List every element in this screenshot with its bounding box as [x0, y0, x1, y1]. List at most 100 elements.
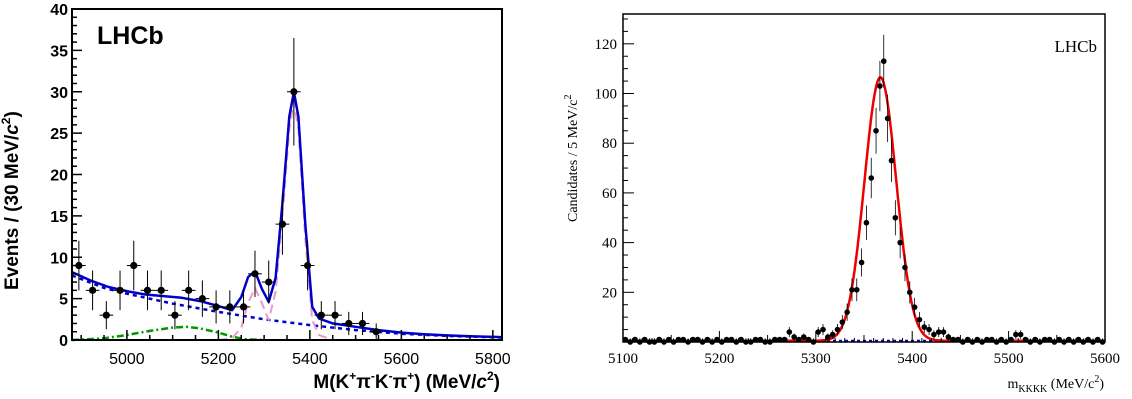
left-curves [71, 90, 503, 342]
right-data-point [964, 336, 971, 343]
right-data-point [863, 205, 870, 240]
right-fit-curve [623, 76, 1105, 343]
left-data-point [355, 311, 370, 336]
right-data-point [839, 315, 846, 330]
right-data-point [694, 336, 701, 343]
right-data-point [897, 226, 903, 259]
left-data-point [85, 270, 100, 311]
right-data-point [911, 297, 918, 317]
left-y-tick-label: 25 [50, 126, 68, 143]
right-data-point [752, 336, 759, 343]
left-data-point [328, 301, 342, 330]
left-y-tick-label: 30 [50, 85, 68, 102]
right-data-point [800, 333, 807, 341]
right-data-point [1085, 336, 1091, 343]
left-data-point [181, 270, 196, 311]
right-data-point [791, 333, 797, 341]
right-x-tick-label: 5600 [1090, 351, 1120, 367]
left-curve-partial [71, 325, 265, 342]
right-data-point [902, 253, 908, 282]
left-x-axis-label: M(K+π-K-π+) (MeV/c2) [313, 369, 500, 393]
right-data-point [757, 336, 764, 343]
left-x-tick-label: 5600 [384, 351, 420, 368]
right-data-point [950, 336, 956, 343]
right-data-point [945, 333, 952, 341]
left-data-point [248, 250, 262, 297]
right-data-point [714, 336, 720, 343]
left-x-tick-label: 5000 [109, 351, 145, 368]
left-data-point [236, 290, 251, 324]
right-data-point [781, 336, 788, 343]
right-data-point [988, 336, 995, 343]
right-data-point [772, 336, 778, 343]
left-y-tick-label: 40 [50, 2, 68, 19]
left-y-tick-label: 20 [50, 168, 68, 185]
right-data-point [849, 278, 855, 302]
left-plot-frame [71, 8, 503, 341]
right-data-point [868, 157, 875, 199]
right-data-point [998, 336, 1005, 343]
right-data-point [675, 336, 682, 343]
right-data-point [1008, 336, 1014, 343]
right-data-point [825, 333, 831, 341]
right-chart: 5100 5200 5300 5400 5500 5600 20 40 60 80 100 120 L… [563, 13, 1120, 395]
right-data-point [776, 336, 783, 343]
right-ticks: 5100 5200 5300 5400 5500 5600 20 40 60 80 100 120 [595, 18, 1120, 367]
right-data-point [858, 248, 865, 277]
left-curve-combinatorial [71, 274, 503, 339]
right-data-point [704, 336, 711, 343]
right-y-tick-label: 60 [602, 186, 617, 202]
left-data-point [126, 240, 141, 291]
left-y-tick-label: 35 [50, 43, 68, 60]
right-data-point [796, 336, 802, 343]
right-data-point [892, 200, 899, 236]
left-data-point [140, 270, 155, 311]
left-data-point [209, 290, 223, 324]
right-data-point [738, 336, 744, 343]
left-y-tick-label: 10 [50, 250, 68, 267]
right-data-point [1032, 336, 1038, 343]
right-x-tick-label: 5400 [897, 351, 927, 367]
right-data-point [1066, 336, 1072, 343]
right-data-point [974, 336, 981, 343]
left-data-point [222, 290, 237, 324]
right-annotation: LHCb [1055, 37, 1098, 56]
right-data-point [873, 107, 879, 154]
right-data-point [888, 139, 895, 182]
right-data-point [834, 324, 841, 336]
left-data-point [195, 280, 210, 317]
right-data-point [820, 324, 826, 336]
right-data-point [916, 312, 923, 328]
right-x-tick-label: 5100 [608, 351, 638, 367]
right-data-point [884, 94, 891, 142]
left-curve-signal [218, 100, 334, 341]
right-data-point [641, 336, 648, 343]
left-x-tick-label: 5800 [475, 351, 511, 368]
right-curves [623, 76, 1105, 343]
right-data-point [786, 327, 793, 338]
left-data-point [314, 301, 329, 330]
right-data-point [906, 281, 913, 304]
left-data-point [154, 270, 169, 311]
right-data-point [940, 327, 947, 338]
right-y-tick-label: 100 [595, 87, 618, 103]
right-data-point [723, 336, 730, 343]
right-x-axis-label: mKKKK (MeV/c2) [1008, 374, 1105, 395]
left-annotation: LHCb [97, 22, 164, 50]
right-data-point [921, 321, 928, 334]
right-y-tick-label: 80 [602, 136, 617, 152]
right-data-point [926, 324, 932, 336]
right-data-point [1013, 330, 1019, 339]
right-data-point [728, 336, 735, 343]
left-data-point [261, 260, 276, 304]
right-data-point [880, 34, 887, 88]
right-data-point [690, 336, 696, 343]
right-x-tick-label: 5500 [994, 351, 1024, 367]
left-x-tick-label: 5200 [201, 351, 237, 368]
right-data-point [853, 278, 860, 302]
right-data-point [1046, 336, 1053, 343]
right-data-point [665, 336, 672, 343]
right-data-point [1094, 336, 1101, 343]
right-y-tick-label: 40 [602, 236, 617, 252]
